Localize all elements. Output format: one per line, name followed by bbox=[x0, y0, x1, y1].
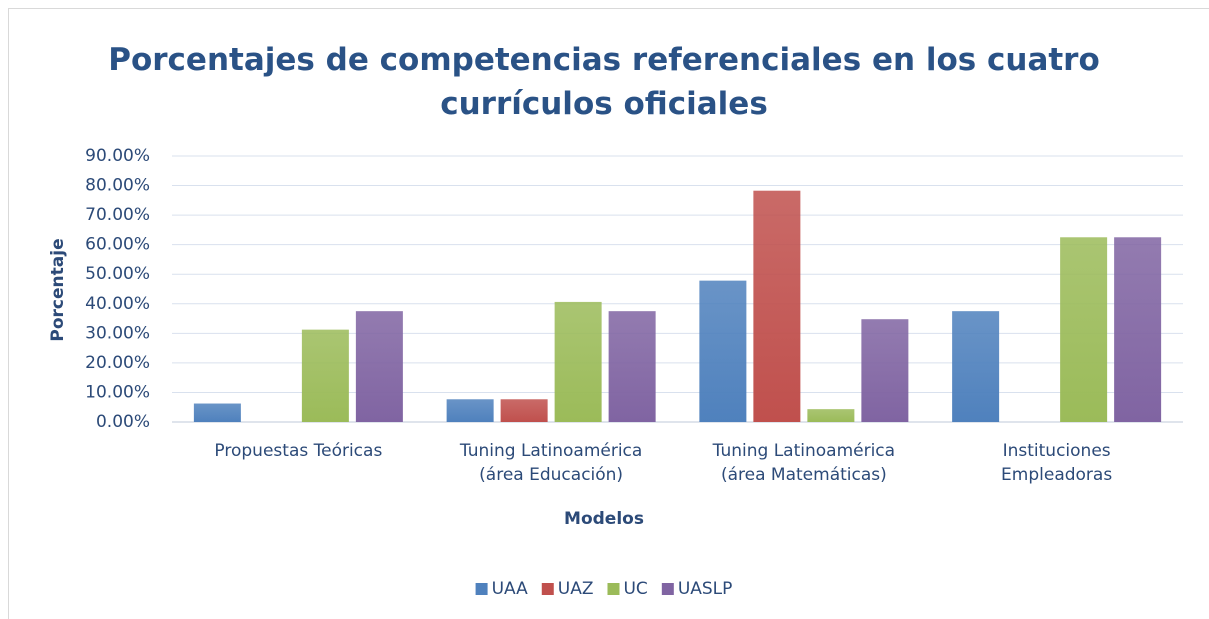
x-axis-label: Modelos bbox=[564, 509, 644, 529]
y-tick-label: 0.00% bbox=[96, 412, 150, 432]
y-tick-label: 70.00% bbox=[85, 205, 150, 225]
legend-label: UAZ bbox=[558, 579, 594, 599]
bar bbox=[952, 311, 1000, 422]
bar bbox=[193, 403, 241, 422]
bar bbox=[861, 319, 909, 422]
bar bbox=[753, 190, 801, 422]
bar bbox=[446, 399, 494, 422]
y-tick-label: 90.00% bbox=[85, 146, 150, 166]
bar bbox=[699, 280, 747, 422]
y-tick-label: 40.00% bbox=[85, 294, 150, 314]
y-tick-label: 60.00% bbox=[85, 235, 150, 255]
x-tick-label: Instituciones Empleadoras bbox=[1001, 441, 1113, 485]
legend-swatch bbox=[607, 583, 620, 595]
bar bbox=[1114, 237, 1162, 422]
bar bbox=[554, 301, 602, 422]
y-tick-label: 80.00% bbox=[85, 176, 150, 196]
bar bbox=[807, 409, 855, 422]
y-tick-label: 30.00% bbox=[85, 323, 150, 343]
legend-swatch bbox=[541, 583, 554, 595]
y-tick-label: 20.00% bbox=[85, 353, 150, 373]
bar bbox=[1060, 237, 1108, 422]
bar bbox=[608, 311, 656, 422]
y-axis-label: Porcentaje bbox=[48, 238, 68, 341]
x-tick-label: Tuning Latinoamérica (área Matemáticas) bbox=[712, 441, 896, 485]
chart-title: Porcentajes de competencias referenciale… bbox=[108, 42, 1100, 122]
x-tick-label: Propuestas Teóricas bbox=[214, 441, 383, 461]
legend-label: UASLP bbox=[678, 579, 733, 599]
bar bbox=[301, 329, 349, 422]
bar bbox=[355, 311, 403, 422]
y-tick-label: 50.00% bbox=[85, 264, 150, 284]
bar bbox=[500, 399, 548, 422]
x-tick-label: Tuning Latinoamérica (área Educación) bbox=[459, 441, 643, 485]
chart-frame bbox=[8, 8, 1209, 619]
legend-swatch bbox=[475, 583, 488, 595]
legend-label: UAA bbox=[492, 579, 529, 599]
y-tick-label: 10.00% bbox=[85, 382, 150, 402]
legend-label: UC bbox=[623, 579, 647, 599]
legend-swatch bbox=[661, 583, 674, 595]
